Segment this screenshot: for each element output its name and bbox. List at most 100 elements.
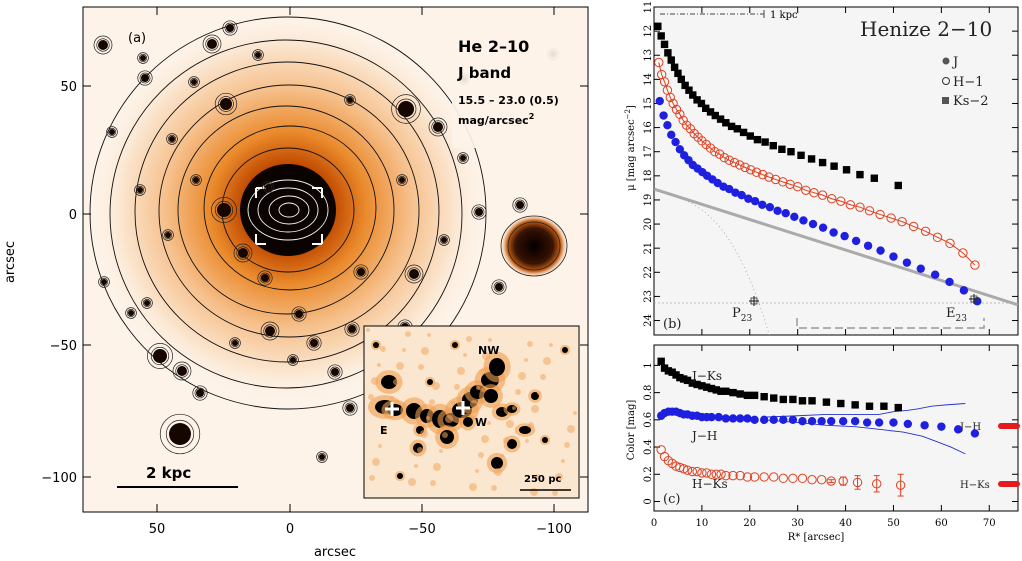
b-yticks: 11 12 13 14 15 16 17 18 19 20 21 22 23 24 [643, 1, 1018, 327]
inset-noise [442, 432, 448, 438]
e23-marker [969, 294, 979, 304]
c-xtick-label: 20 [743, 518, 756, 529]
c-point-jks [798, 397, 807, 405]
c-point-jh [937, 422, 946, 431]
c-point-jks [743, 391, 752, 400]
field-star [331, 368, 339, 376]
star-contour [342, 400, 358, 416]
inset-knot [491, 457, 503, 469]
inset-knot [463, 417, 473, 427]
b-point-j [758, 200, 767, 209]
inset-cross-marker [456, 401, 470, 415]
inset-label-w: W [475, 416, 487, 429]
inset-noise [540, 374, 546, 380]
b-point-j [851, 236, 861, 246]
c-point-hks [895, 480, 906, 490]
c-point-jh [838, 416, 848, 426]
c-point-jks [679, 375, 688, 383]
inset-noise [573, 411, 577, 415]
inset-noise [390, 396, 394, 400]
inset-noise [366, 328, 370, 332]
star-contour [106, 126, 118, 138]
b-point-ks [681, 81, 689, 90]
star-contour [512, 197, 528, 213]
star-contour [293, 308, 305, 320]
b-point-j [902, 258, 912, 267]
star-contour [404, 264, 424, 284]
scalebar-box [103, 458, 249, 504]
star-contour [194, 387, 206, 399]
inset-knot [507, 439, 517, 449]
star-contour [96, 38, 110, 52]
inset-noise [451, 401, 455, 405]
b-xticks [653, 7, 990, 335]
b-point-ks [689, 91, 697, 99]
star-contour [407, 267, 421, 281]
inset-noise [487, 421, 491, 425]
b-point-h [855, 202, 865, 212]
c-yticks: 0 0.2 0.4 0.6 0.8 1 [643, 362, 1018, 505]
b-point-ks [716, 115, 725, 123]
star-contour [218, 96, 234, 112]
b-point-ks [693, 96, 701, 104]
inset-noise [402, 348, 406, 352]
field-star [165, 232, 171, 238]
field-star [516, 201, 524, 209]
b-point-h [875, 209, 885, 220]
b-ytick-label: 18 [643, 169, 654, 182]
inset-noise [555, 473, 563, 481]
b-point-ks [842, 166, 851, 174]
inset-noise [525, 439, 529, 443]
b-ytick-label: 13 [643, 49, 654, 62]
inset-label-e: E [380, 424, 388, 437]
star-contour [137, 52, 149, 64]
field-stars [93, 20, 559, 463]
field-star [141, 74, 149, 82]
star-contour [139, 72, 151, 84]
b-ytick-label: 11 [643, 1, 654, 14]
fit-range-bracket [796, 318, 985, 329]
c-point-hks [678, 464, 689, 474]
b-point-j [675, 145, 685, 154]
b-point-ks [667, 56, 675, 64]
a-xtick-3: −50 [408, 522, 435, 537]
b-point-j [724, 184, 734, 194]
legend-h-marker [942, 77, 950, 85]
b-ytick-label: 12 [643, 25, 654, 38]
b-point-ks [702, 104, 710, 112]
c-xlabel: R* [arcsec] [788, 532, 845, 543]
inset-noise [430, 480, 436, 486]
b-point-j [889, 252, 898, 261]
a-xtick-2: 0 [286, 522, 294, 537]
star-contour [162, 229, 174, 241]
b-point-h [908, 221, 919, 232]
b-ytick-label: 15 [643, 97, 654, 110]
c-point-jh [970, 429, 980, 438]
inset-noise [536, 474, 540, 478]
field-star [433, 122, 443, 132]
inset-noise [512, 406, 516, 410]
c-point-jks [736, 390, 744, 398]
star-contour [166, 133, 178, 145]
c-point-jks [770, 394, 778, 402]
b-point-ks [807, 155, 816, 163]
inset-noise [445, 415, 453, 423]
b-point-ks [677, 75, 685, 84]
inner-component-curve [654, 189, 770, 335]
b-point-ks [727, 122, 736, 131]
b-point-j [667, 130, 676, 140]
field-star [140, 55, 146, 61]
c-point-jh [889, 418, 898, 427]
b-series [654, 22, 982, 306]
c-xtick-label: 0 [651, 518, 657, 529]
c-point-hks [711, 469, 721, 479]
inset-noise [567, 425, 575, 433]
inset-noise [482, 352, 490, 360]
legend-j: J [951, 55, 958, 70]
star-contour [257, 270, 273, 286]
field-star [347, 97, 353, 103]
inset-noise [408, 478, 416, 486]
b-legend: J H−1 Ks−2 [942, 55, 989, 109]
inset-noise [488, 338, 492, 342]
label-box [452, 30, 574, 148]
